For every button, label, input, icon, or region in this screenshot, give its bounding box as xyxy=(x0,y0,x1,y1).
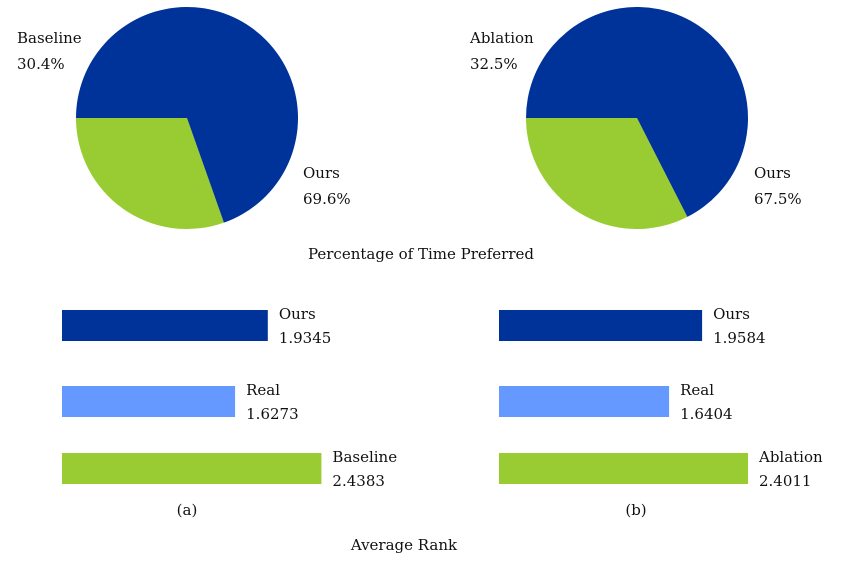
pie-label-ours: Ours xyxy=(303,164,340,182)
bar-value-baseline: 2.4383 xyxy=(332,472,385,490)
pie-chart-a: Baseline 30.4% Ours 69.6% xyxy=(17,6,351,229)
pie-value-ablation: 32.5% xyxy=(470,55,518,73)
bar-label-ablation: Ablation xyxy=(758,448,823,466)
bar-chart-a: Ours 1.9345 Real 1.6273 Baseline 2.4383 xyxy=(62,305,397,490)
pie-slice-ours xyxy=(526,6,749,217)
pie-label-ablation: Ablation xyxy=(469,29,534,47)
bar-value-ours: 1.9345 xyxy=(279,329,332,347)
bar-value-real: 1.6404 xyxy=(680,405,733,423)
pie-label-baseline: Baseline xyxy=(17,29,82,47)
bar-section-caption: Average Rank xyxy=(350,536,458,554)
pie-value-ours: 69.6% xyxy=(303,190,351,208)
pie-section-caption: Percentage of Time Preferred xyxy=(308,245,534,263)
bar-label-ours: Ours xyxy=(713,305,750,323)
bar-ablation xyxy=(499,453,748,484)
pie-value-baseline: 30.4% xyxy=(17,55,65,73)
bar-value-real: 1.6273 xyxy=(246,405,299,423)
pie-chart-b: Ablation 32.5% Ours 67.5% xyxy=(469,6,802,229)
bar-chart-b: Ours 1.9584 Real 1.6404 Ablation 2.4011 xyxy=(499,305,823,490)
bar-ours xyxy=(499,310,703,341)
bar-value-ablation: 2.4011 xyxy=(759,472,812,490)
bar-label-baseline: Baseline xyxy=(332,448,397,466)
pie-slice-baseline xyxy=(76,118,224,229)
panel-a-caption: (a) xyxy=(177,501,198,519)
bar-label-real: Real xyxy=(246,381,280,399)
pie-value-ours: 67.5% xyxy=(754,190,802,208)
bar-value-ours: 1.9584 xyxy=(713,329,766,347)
pie-slice-ours xyxy=(76,6,298,223)
bar-baseline xyxy=(62,453,322,484)
pie-slice-ablation xyxy=(526,118,688,229)
bar-label-real: Real xyxy=(680,381,714,399)
bar-real xyxy=(62,386,236,417)
pie-label-ours: Ours xyxy=(754,164,791,182)
panel-b-caption: (b) xyxy=(625,501,646,519)
bar-ours xyxy=(62,310,268,341)
bar-label-ours: Ours xyxy=(279,305,316,323)
bar-real xyxy=(499,386,670,417)
